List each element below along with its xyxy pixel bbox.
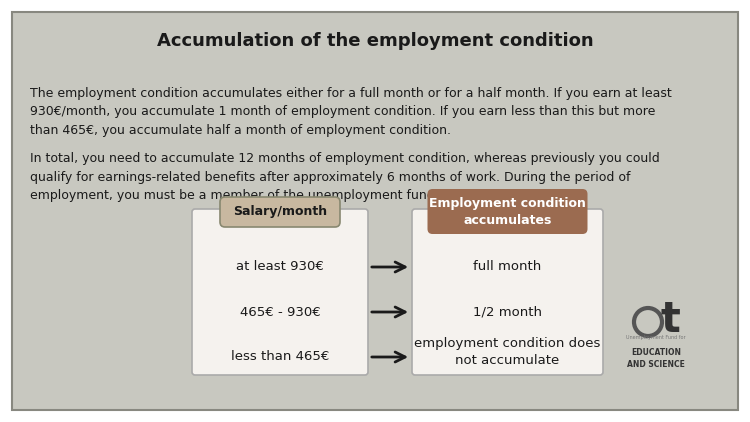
Text: less than 465€: less than 465€: [231, 351, 329, 363]
FancyBboxPatch shape: [220, 197, 340, 227]
Text: 465€ - 930€: 465€ - 930€: [240, 306, 320, 319]
Text: 1/2 month: 1/2 month: [473, 306, 542, 319]
Text: employment condition does
not accumulate: employment condition does not accumulate: [414, 337, 601, 367]
Text: full month: full month: [473, 260, 542, 273]
Text: Salary/month: Salary/month: [233, 206, 327, 219]
Circle shape: [640, 314, 656, 330]
FancyBboxPatch shape: [192, 209, 368, 375]
Text: Unemployment Fund for: Unemployment Fund for: [626, 335, 686, 340]
Text: In total, you need to accumulate 12 months of employment condition, whereas prev: In total, you need to accumulate 12 mont…: [30, 152, 660, 202]
Text: at least 930€: at least 930€: [236, 260, 324, 273]
Text: The employment condition accumulates either for a full month or for a half month: The employment condition accumulates eit…: [30, 87, 672, 137]
FancyBboxPatch shape: [12, 12, 738, 410]
Text: t: t: [660, 299, 680, 341]
FancyBboxPatch shape: [412, 209, 603, 375]
Text: EDUCATION
AND SCIENCE: EDUCATION AND SCIENCE: [627, 348, 685, 369]
FancyBboxPatch shape: [427, 189, 587, 234]
Text: Employment condition
accumulates: Employment condition accumulates: [429, 197, 586, 227]
Text: Accumulation of the employment condition: Accumulation of the employment condition: [157, 32, 593, 50]
